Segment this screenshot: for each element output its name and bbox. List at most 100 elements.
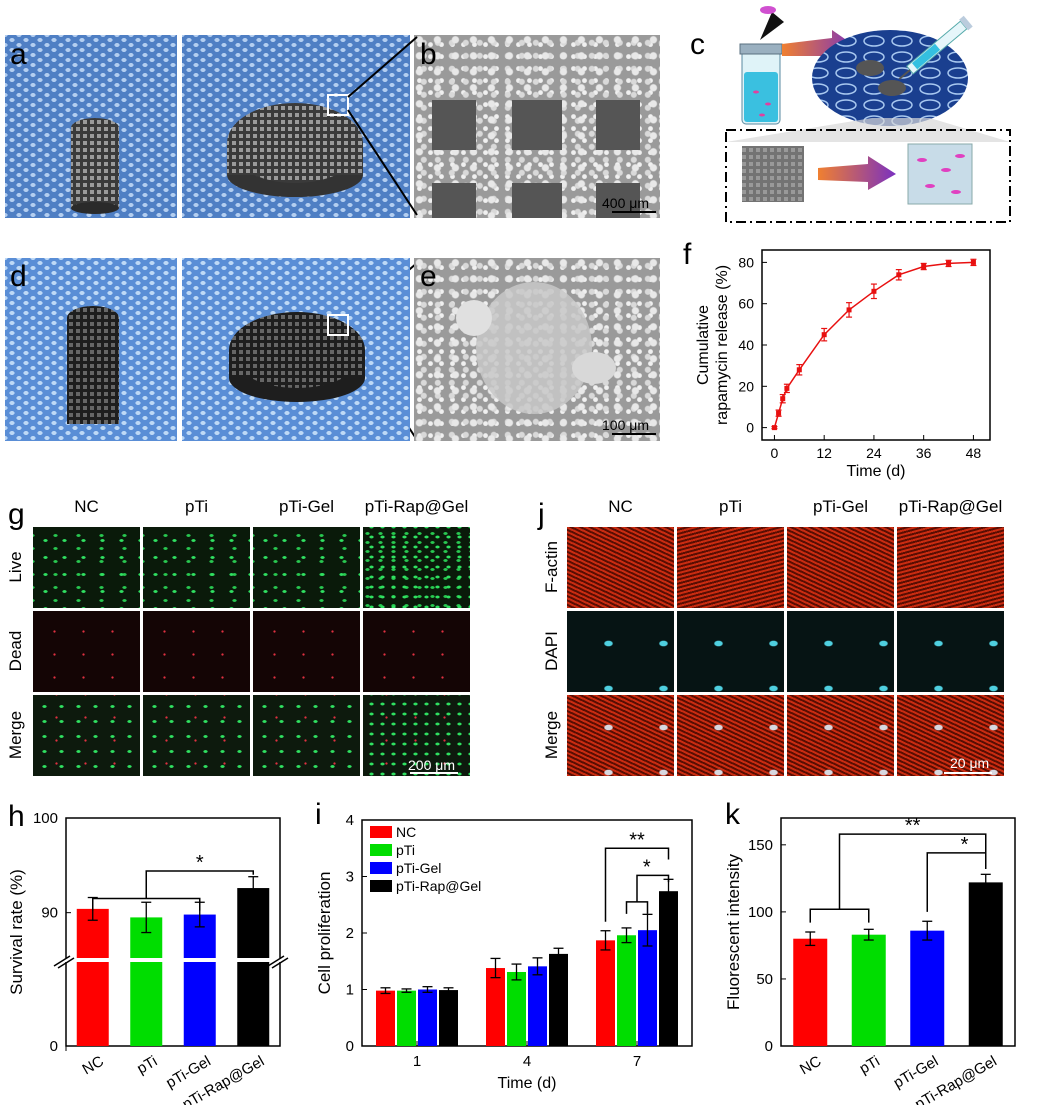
g-image-1-2 [253,611,360,692]
f-data-point [946,260,952,266]
h-bar-3 [237,888,270,1046]
panel-label-e: e [420,260,437,293]
h-ytick-label-0: 0 [50,1038,58,1055]
h-break-mark-0 [53,955,71,967]
g-image-0-1 [143,527,250,608]
panel-label-f: f [683,238,692,271]
g-col-header-3: pTi-Rap@Gel [364,497,469,516]
h-break-mark-1 [271,957,289,969]
k-bracket-pair [809,908,870,923]
j-image-1-3 [897,611,1004,692]
j-image-2-1 [677,695,784,776]
scale-label-b: 400 μm [602,195,649,211]
j-row-label-2: Merge [542,710,561,759]
g-image-1-1 [143,611,250,692]
i-bar-1-2 [528,966,547,1046]
schematic-c [725,6,1011,223]
scale-bar-e [612,433,656,435]
j-image-0-1 [677,527,784,608]
photo-scaffold-d-right [182,258,410,441]
sem-image-e [414,258,660,441]
h-xtick-label-1: pTi [134,1053,160,1078]
j-image-2-3 [897,695,1004,776]
i-ytick-label-2: 2 [346,925,354,942]
h-axis-break-band [65,958,281,962]
sem-image-b [414,35,660,218]
photo-scaffold-a-right [182,35,410,218]
f-data-point [776,410,782,416]
j-image-2-0 [567,695,674,776]
g-image-0-3 [363,527,470,608]
scaffold-after-icon [907,143,973,205]
j-image-0-2 [787,527,894,608]
i-bar-2-0 [596,940,615,1046]
f-xtick-label-4: 48 [966,445,982,461]
photo-scaffold-a-left [5,35,177,218]
f-data-point [896,272,902,278]
j-col-header-1: pTi [719,497,742,516]
i-xtick-label-1: 4 [523,1053,531,1070]
i-bracket-single [636,874,670,902]
scale-label-j: 20 μm [950,755,990,771]
k-bracket-double [838,833,987,910]
scaffold-cylinder-graphic [71,118,119,214]
syringe-icon [898,15,973,80]
k-bar-2 [910,930,945,1046]
f-data-point [796,367,802,373]
k-bar-1 [851,934,886,1046]
h-bar-0 [76,908,109,1046]
scale-label-e: 100 μm [602,417,649,433]
i-bar-2-1 [617,935,636,1046]
photo-scaffold-d-left [5,258,177,441]
i-significance-label-1: * [643,856,651,878]
panel-label-g: g [8,498,25,531]
j-image-1-2 [787,611,894,692]
h-bracket-group [92,897,201,911]
panel-label-h: h [8,800,25,833]
f-data-point [970,259,976,265]
f-data-point [821,332,827,338]
h-significance-label: * [196,852,204,874]
f-plot-frame [761,249,991,441]
h-ylabel: Survival rate (%) [7,869,26,995]
h-xtick-label-0: NC [79,1053,106,1079]
process-arrow-icon-2 [818,156,896,190]
k-xtick-label-1: pTi [857,1053,883,1078]
g-col-header-1: pTi [185,497,208,516]
i-legend-label-1: pTi [396,842,415,858]
i-legend-swatch-2 [370,862,392,874]
h-plot-frame [65,817,281,1047]
f-data-point [771,425,777,431]
h-bracket-main [145,870,254,899]
zoom-box-d [327,314,349,336]
pour-arrow-icon [760,12,784,40]
g-image-2-3 [363,695,470,776]
i-legend-swatch-3 [370,880,392,892]
g-image-1-0 [33,611,140,692]
f-ylabel-line-1: rapamycin release (%) [714,265,731,425]
k-ylabel: Fluorescent intensity [724,854,743,1010]
i-ylabel: Cell proliferation [315,872,334,995]
i-xtick-label-2: 7 [633,1053,641,1070]
k-bar-0 [793,938,828,1046]
j-col-header-3: pTi-Rap@Gel [898,497,1003,516]
i-legend-swatch-0 [370,826,392,838]
h-bar-2 [183,914,216,1046]
f-xtick-label-1: 12 [816,445,832,461]
scale-bar-g [410,772,458,774]
i-bracket-double [604,847,670,922]
panel-label-c: c [690,28,705,61]
detail-box [725,129,1011,223]
i-ytick-label-4: 4 [346,812,354,829]
i-legend-label-3: pTi-Rap@Gel [396,878,481,894]
j-row-label-1: DAPI [542,630,561,671]
k-significance-label-1: * [961,834,969,856]
i-bar-0-0 [376,990,395,1046]
g-row-label-2: Merge [6,710,25,759]
scaffold-disk-graphic [227,94,363,197]
release-line-chart: 0 12 24 36 48 0 20 40 60 80 Time (d) Cumulative rapa… [695,249,991,480]
proliferation-bar-chart: 0 1 2 3 4 Cell proliferation Time (d) 1 4 7 NC pTi p… [315,812,693,1092]
f-ytick-label-1: 20 [738,378,754,394]
i-significance-label-0: ** [629,829,645,851]
